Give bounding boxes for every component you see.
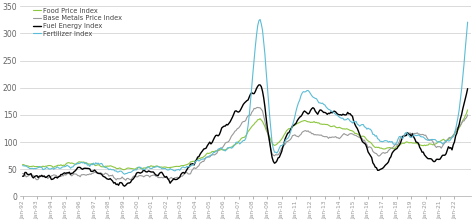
Fuel Energy Index xyxy=(171,177,177,180)
Fertilizer Index xyxy=(348,121,354,123)
Food Price Index xyxy=(347,129,353,132)
Fuel Energy Index xyxy=(348,114,354,117)
Base Metals Price Index xyxy=(457,124,463,127)
Base Metals Price Index xyxy=(76,174,82,177)
Line: Fertilizer Index: Fertilizer Index xyxy=(23,20,468,174)
Food Price Index xyxy=(456,127,462,129)
Food Price Index xyxy=(20,163,26,166)
Fertilizer Index xyxy=(93,161,99,164)
Fuel Energy Index xyxy=(465,87,471,90)
Line: Fuel Energy Index: Fuel Energy Index xyxy=(23,85,468,186)
Line: Base Metals Price Index: Base Metals Price Index xyxy=(23,107,468,180)
Fertilizer Index xyxy=(122,173,128,176)
Legend: Food Price Index, Base Metals Price Index, Fuel Energy Index, Fertilizer Index: Food Price Index, Base Metals Price Inde… xyxy=(33,8,122,37)
Fuel Energy Index xyxy=(20,175,26,178)
Food Price Index xyxy=(247,127,253,130)
Fertilizer Index xyxy=(76,162,82,165)
Fertilizer Index xyxy=(171,169,177,172)
Fuel Energy Index xyxy=(122,185,128,188)
Fertilizer Index xyxy=(20,164,26,167)
Line: Food Price Index: Food Price Index xyxy=(23,110,468,170)
Base Metals Price Index xyxy=(255,106,261,109)
Food Price Index xyxy=(120,168,126,171)
Base Metals Price Index xyxy=(93,171,99,174)
Fertilizer Index xyxy=(465,21,471,24)
Food Price Index xyxy=(76,161,82,163)
Fertilizer Index xyxy=(457,98,463,101)
Fuel Energy Index xyxy=(457,117,463,120)
Base Metals Price Index xyxy=(20,172,26,175)
Fuel Energy Index xyxy=(256,83,262,86)
Base Metals Price Index xyxy=(465,114,471,116)
Base Metals Price Index xyxy=(171,178,177,180)
Base Metals Price Index xyxy=(247,114,253,117)
Base Metals Price Index xyxy=(123,179,128,182)
Base Metals Price Index xyxy=(348,132,354,135)
Fertilizer Index xyxy=(257,18,263,21)
Fuel Energy Index xyxy=(93,170,99,172)
Food Price Index xyxy=(465,109,471,111)
Food Price Index xyxy=(171,165,177,168)
Fuel Energy Index xyxy=(247,93,253,95)
Fertilizer Index xyxy=(247,100,253,103)
Food Price Index xyxy=(93,164,99,167)
Fuel Energy Index xyxy=(76,166,82,169)
